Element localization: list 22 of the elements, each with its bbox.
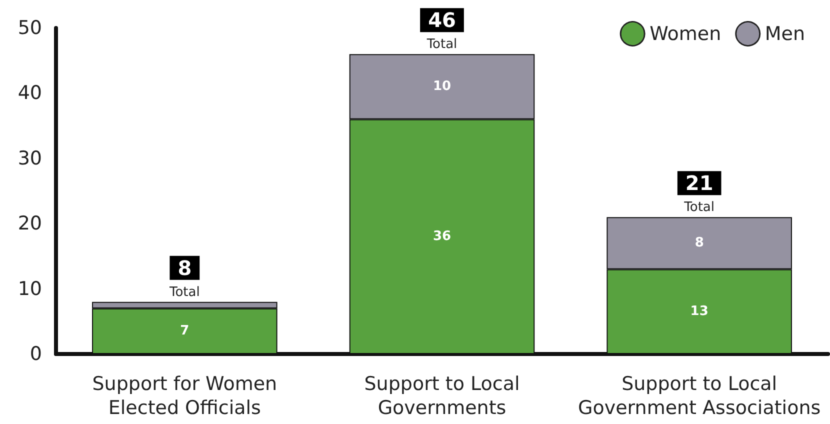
total-label: 46 <box>428 8 456 32</box>
x-tick-label: Support to Local Governments <box>364 373 520 419</box>
legend-label: Women <box>650 22 722 45</box>
data-label: 10 <box>432 79 452 94</box>
data-label: 8 <box>694 236 704 251</box>
data-label: 7 <box>180 324 190 339</box>
x-tick-label: Support for Women Elected Officials <box>92 373 278 419</box>
legend-label: Men <box>764 22 805 45</box>
data-label: 13 <box>690 304 708 320</box>
annotation: Total <box>683 200 715 216</box>
x-tick-label: Support to Local Government Associations <box>578 373 821 419</box>
annotation: Total <box>426 37 458 52</box>
y-tick-label: 20 <box>18 212 42 235</box>
y-tick-label: 10 <box>18 278 42 300</box>
total-label: 21 <box>685 171 714 196</box>
y-tick-label: 40 <box>18 82 42 104</box>
y-tick-label: 30 <box>18 147 42 170</box>
total-label: 8 <box>178 256 192 280</box>
data-label: 36 <box>432 229 452 244</box>
annotation: Total <box>168 284 200 300</box>
y-tick-label: 50 <box>18 17 42 39</box>
y-tick-label: 0 <box>30 343 42 365</box>
